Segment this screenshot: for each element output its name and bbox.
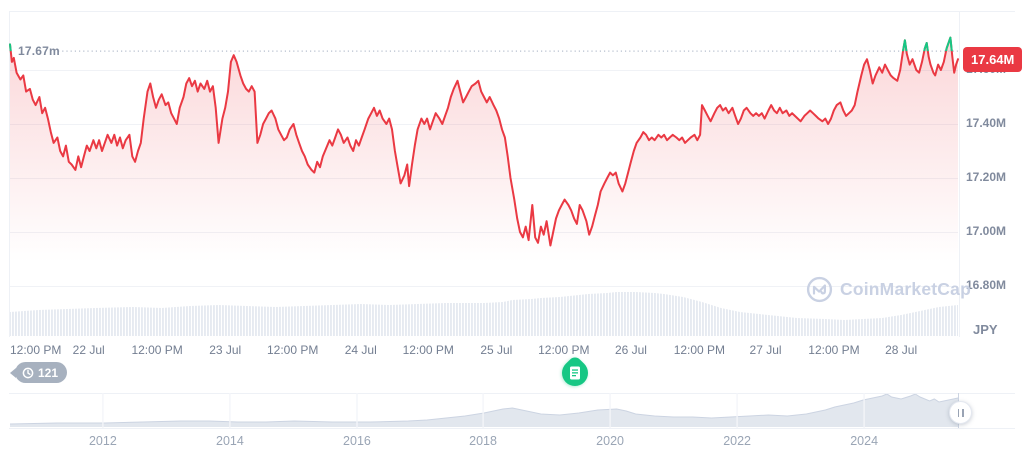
clock-icon bbox=[22, 367, 34, 378]
handle-grip-bar bbox=[962, 408, 964, 417]
current-price-badge: 17.64M bbox=[963, 47, 1023, 72]
currency-label: JPY bbox=[973, 322, 998, 337]
ath-price-label: 17.67m bbox=[18, 44, 60, 58]
price-line bbox=[9, 36, 959, 247]
coinmarketcap-watermark: CoinMarketCap bbox=[806, 276, 971, 303]
countdown-value: 121 bbox=[38, 365, 59, 380]
document-icon bbox=[570, 366, 580, 380]
navigator-right-handle[interactable] bbox=[949, 401, 972, 424]
coinmarketcap-logo-icon bbox=[806, 276, 833, 303]
handle-grip-bar bbox=[957, 408, 959, 417]
watermark-text: CoinMarketCap bbox=[840, 279, 971, 299]
timeline-navigator[interactable] bbox=[9, 393, 1015, 429]
price-area-fill bbox=[10, 37, 958, 336]
countdown-badge[interactable]: 121 bbox=[15, 362, 68, 383]
news-event-marker[interactable] bbox=[556, 354, 594, 392]
chart-frame-borders bbox=[9, 11, 1015, 337]
